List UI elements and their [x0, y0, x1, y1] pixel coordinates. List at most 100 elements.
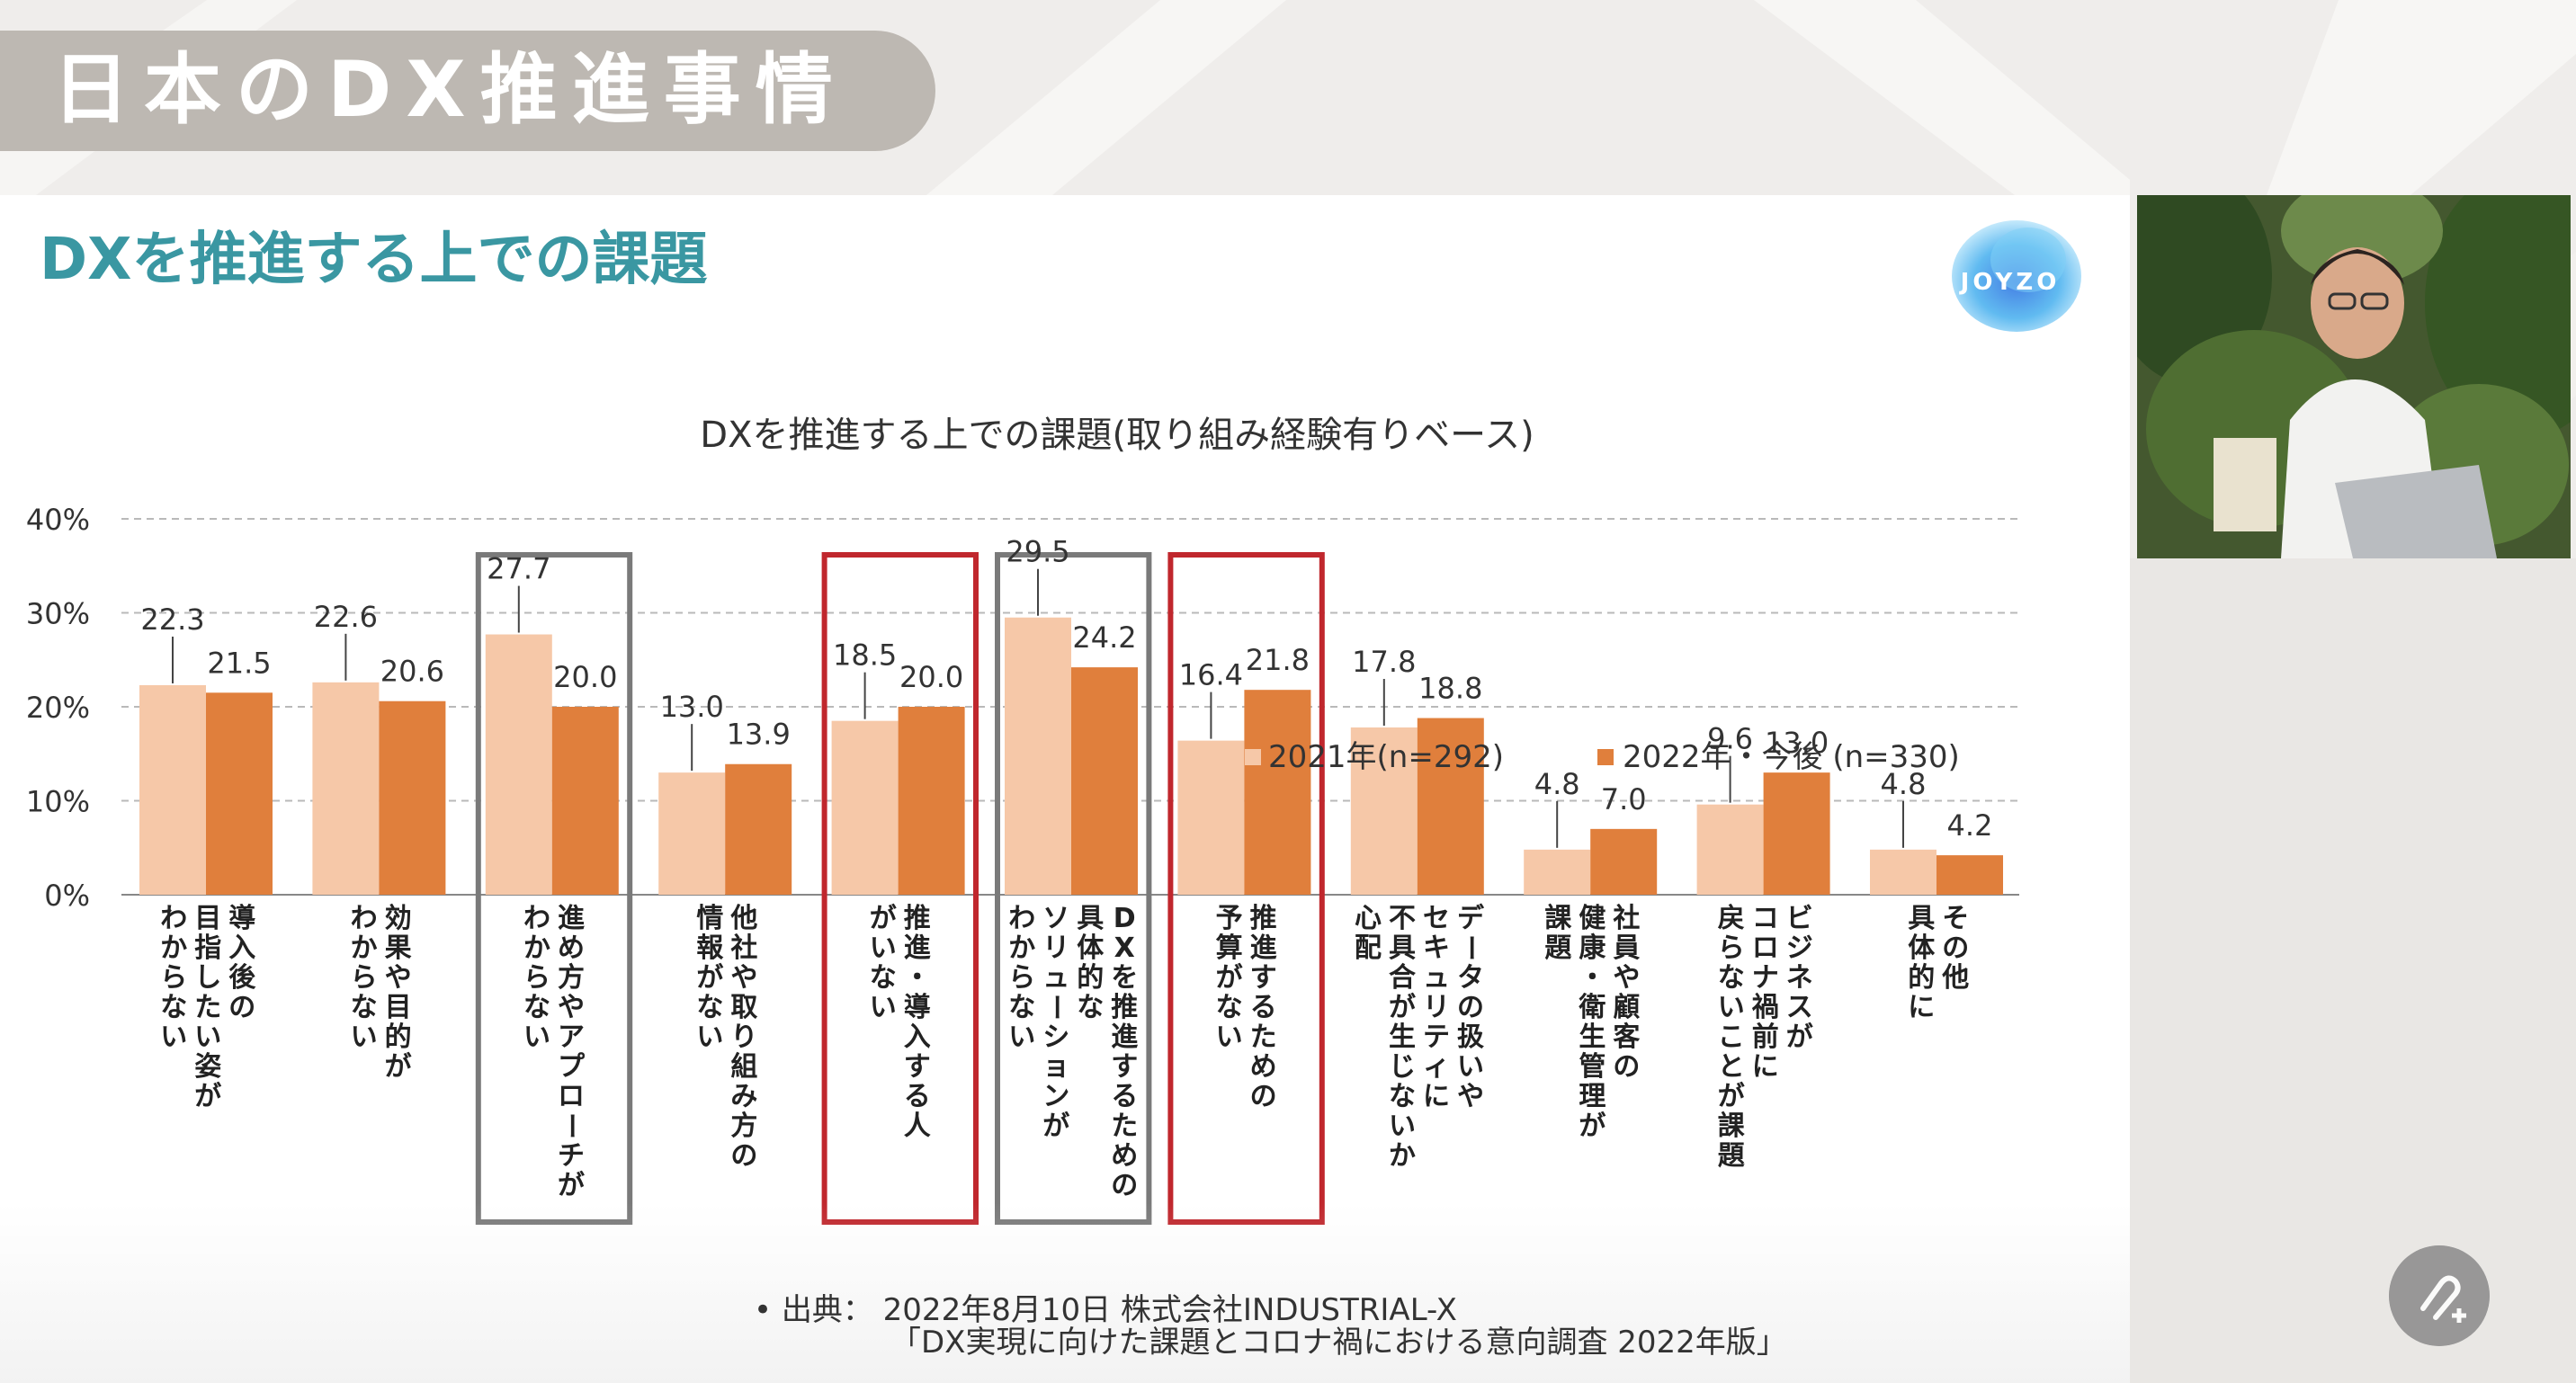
bar-2022 — [1936, 855, 2003, 895]
bar-2021 — [1870, 849, 1936, 895]
category-label-char: の — [1613, 1051, 1640, 1083]
category-label-char: の — [1457, 992, 1484, 1023]
category-label-char: 他 — [1941, 962, 1969, 994]
category-label-char: 後 — [228, 962, 256, 994]
category-label-char: 的 — [385, 1022, 412, 1053]
category-label-char: 題 — [1718, 1140, 1745, 1172]
category-label-char: い — [696, 1022, 723, 1053]
data-label-2022: 21.8 — [1246, 643, 1310, 677]
category-label-char: が — [696, 962, 723, 994]
category-label-char: ジ — [1786, 932, 1813, 964]
category-label-char: め — [1111, 1140, 1138, 1172]
category-label-char: X — [1114, 932, 1135, 964]
category-label-char: の — [1942, 932, 1969, 964]
category-label-char: 配 — [1355, 932, 1382, 964]
category-label-char: タ — [1457, 962, 1484, 994]
category-label-char: 健 — [1579, 903, 1606, 934]
category-label-char: 具 — [1389, 932, 1416, 964]
bar-chart: DXを推進する上での課題(取り組み経験有りベース) 0% 10% 20% 30% 40% 2… — [26, 415, 2019, 1225]
category-label-char: 員 — [1613, 932, 1640, 964]
bar-2022 — [1590, 828, 1658, 895]
category-label-char: 題 — [1544, 932, 1571, 964]
category-label-char: 禍 — [1752, 992, 1779, 1023]
category-label-char: ら — [160, 962, 187, 994]
bar-2022 — [206, 692, 273, 895]
bar-2022 — [1763, 772, 1830, 895]
category-label-char: ュ — [1042, 962, 1069, 994]
category-label-char: た — [1250, 1022, 1277, 1053]
category-label-char: セ — [1423, 903, 1450, 934]
category-label-char: が — [1042, 1111, 1069, 1142]
category-label-char: い — [870, 932, 897, 964]
legend-label-2021: 2021年(n=292) — [1268, 739, 1504, 775]
category-label-char: い — [351, 1022, 378, 1053]
laptop-icon — [2335, 465, 2497, 558]
category-label-char: か — [1008, 932, 1035, 964]
category-label-char: す — [1250, 962, 1277, 994]
category-label-char: ー — [1040, 994, 1071, 1021]
logo-text: JOYZO — [1960, 269, 2061, 296]
category-label-char: ら — [523, 962, 550, 994]
category-label-char: ス — [1786, 992, 1813, 1023]
category-label-char: の — [228, 992, 255, 1023]
category-label-char: 推 — [1111, 992, 1138, 1023]
category-label-char: め — [558, 932, 585, 964]
legend-label-2022: 2022年・今後 (n=330) — [1623, 739, 1960, 775]
category-label-char: な — [696, 992, 723, 1023]
bar-2022 — [725, 763, 792, 895]
category-label-char: 進 — [1111, 1022, 1138, 1053]
category-label-char: に — [1752, 1051, 1779, 1083]
data-label-2021: 16.4 — [1179, 658, 1243, 692]
category-label-char: テ — [1423, 1022, 1450, 1053]
category-label-char: 合 — [1389, 962, 1416, 994]
category-label-char: 具 — [1077, 903, 1104, 934]
category-label-char: D — [1114, 903, 1136, 934]
category-label-char: 他 — [729, 903, 757, 934]
category-label-char: ら — [1008, 962, 1035, 994]
category-label-char: が — [194, 1081, 221, 1112]
category-label-char: ロ — [558, 1081, 585, 1112]
annotate-plus-button[interactable] — [2389, 1245, 2490, 1346]
category-label-char: リ — [1042, 932, 1069, 964]
category-label-char: 組 — [730, 1051, 757, 1083]
category-label-char: た — [1111, 1111, 1138, 1142]
webcam-feed — [2137, 195, 2571, 558]
category-label-char: 入 — [904, 1022, 931, 1053]
category-label-char: 前 — [1752, 1022, 1779, 1053]
category-label-char: な — [1718, 962, 1745, 994]
category-label-char: 社 — [1613, 903, 1640, 934]
data-label-2022: 21.5 — [207, 646, 271, 680]
category-label-char: な — [523, 992, 550, 1023]
category-label-char: こ — [1718, 1022, 1745, 1053]
category-label-char: 入 — [228, 932, 255, 964]
category-label-char: 課 — [1544, 903, 1572, 934]
person-face — [2311, 247, 2404, 359]
category-label-char: 導 — [228, 903, 255, 934]
category-label-char: し — [194, 962, 221, 994]
category-label-char: の — [1250, 1081, 1277, 1112]
category-label-char: な — [1389, 1081, 1416, 1112]
category-label-char: 生 — [1579, 1022, 1606, 1053]
y-tick-label: 40% — [26, 503, 90, 537]
data-label-2022: 18.8 — [1418, 672, 1482, 706]
bar-2021 — [658, 772, 726, 895]
category-label-char: や — [1457, 1081, 1484, 1112]
category-label-char: 具 — [1908, 903, 1935, 934]
category-label-char: 指 — [194, 932, 221, 964]
data-label-2021: 22.6 — [314, 600, 378, 634]
data-label-2022: 4.2 — [1947, 808, 1993, 843]
category-label-char: ョ — [1042, 1051, 1069, 1083]
category-label-char: と — [1718, 1051, 1745, 1083]
bar-2022 — [1071, 667, 1138, 895]
category-label-char: な — [1216, 992, 1243, 1023]
category-label-char: な — [351, 992, 378, 1023]
data-label-2021: 29.5 — [1006, 535, 1069, 569]
data-label-2021: 18.5 — [833, 638, 897, 673]
bar-2022 — [1417, 718, 1484, 895]
category-label-char: ュ — [1423, 962, 1450, 994]
category-label-char: 進 — [904, 932, 931, 964]
legend-swatch-2022 — [1597, 749, 1614, 765]
category-label-char: を — [1111, 962, 1138, 994]
category-label-char: い — [1457, 1051, 1484, 1083]
category-label-char: か — [351, 932, 378, 964]
